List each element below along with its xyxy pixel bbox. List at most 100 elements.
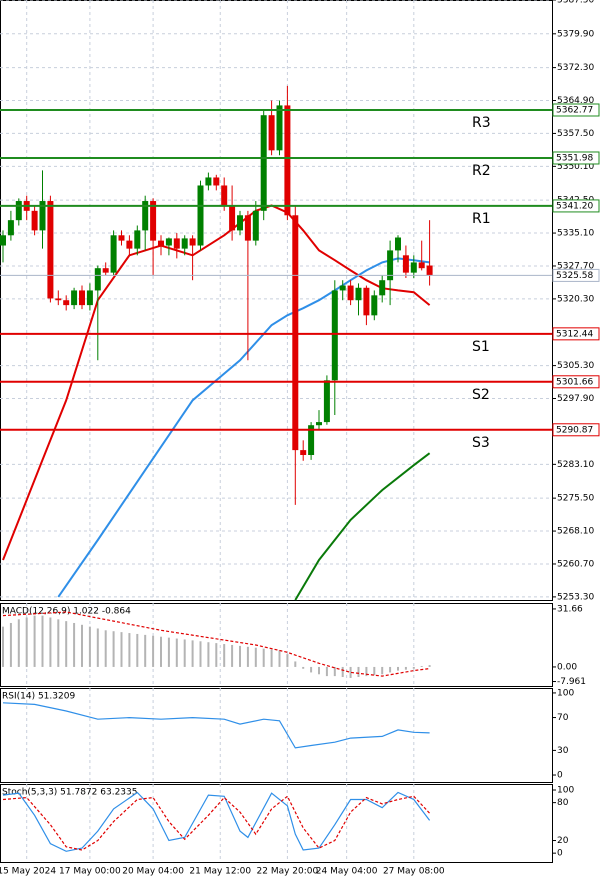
candle-body [229, 205, 236, 231]
histogram-bar [33, 615, 36, 667]
histogram-bar [254, 647, 257, 667]
histogram-bar [302, 666, 305, 669]
candle-body [86, 290, 93, 306]
candle-body [300, 450, 307, 456]
candle-body [134, 230, 141, 249]
histogram-bar [294, 661, 297, 667]
candle-body [323, 380, 330, 423]
histogram-bar [104, 630, 107, 667]
candle-body [102, 268, 109, 273]
indicator-line [294, 452, 431, 601]
level-name: S3 [472, 435, 490, 451]
candle-body [205, 177, 212, 186]
panel-frame [0, 688, 553, 783]
candle-body [418, 262, 425, 269]
histogram-bar [239, 645, 241, 667]
histogram-bar [112, 631, 115, 667]
histogram-bar [73, 622, 76, 667]
indicator-title: MACD(12,26,9) 1.022 -0.864 [2, 607, 131, 617]
x-tick-label: 27 May 08:00 [383, 867, 445, 877]
histogram-bar [325, 666, 328, 677]
y-tick-label: 5268.10 [557, 527, 594, 537]
y-tick-label: 5327.70 [557, 261, 594, 271]
histogram-bar [144, 634, 147, 667]
candle-body [387, 250, 394, 281]
y-tick-label: -7.961 [557, 677, 586, 687]
candle-body [79, 290, 85, 306]
x-tick-label: 20 May 04:00 [122, 867, 184, 877]
candle-body [402, 255, 409, 273]
candle-body [110, 235, 117, 273]
histogram-bar [412, 666, 415, 669]
y-tick-label: 30 [557, 746, 569, 756]
y-tick-label: 0 [557, 771, 563, 781]
y-tick-label: 5364.90 [557, 96, 594, 106]
candle-body [63, 300, 70, 306]
level-name: R3 [472, 115, 491, 131]
candle-body [355, 287, 362, 301]
current-price-label: 5325.58 [556, 271, 593, 281]
indicator-line [2, 791, 431, 852]
candle-body [426, 265, 433, 276]
candle-body [181, 238, 188, 249]
level-name: R1 [472, 211, 491, 227]
histogram-bar [41, 615, 44, 667]
candle-body [94, 268, 101, 291]
y-tick-label: 100 [557, 786, 574, 796]
histogram-bar [207, 642, 210, 667]
y-tick-label: 80 [557, 798, 569, 808]
histogram-bar [286, 654, 289, 667]
level-value-box [552, 375, 600, 389]
histogram-bar [404, 666, 407, 670]
histogram-bar [397, 666, 399, 671]
candle-body [15, 201, 22, 221]
histogram-bar [262, 648, 265, 667]
candle-body [284, 105, 291, 216]
candle-body [165, 238, 172, 246]
y-tick-label: 5320.30 [557, 294, 594, 304]
candle-body [379, 280, 386, 296]
histogram-bar [389, 666, 392, 673]
candle-body [0, 235, 6, 246]
current-price-box [552, 268, 600, 282]
candle-body [7, 220, 14, 236]
candle-body [316, 422, 322, 426]
histogram-bar [88, 626, 91, 667]
y-tick-label: 31.66 [557, 604, 583, 614]
level-value-box [552, 327, 600, 341]
histogram-bar [167, 637, 170, 667]
histogram-bar [223, 644, 226, 667]
y-tick-label: 5275.50 [557, 494, 594, 504]
x-tick-label: 24 May 04:00 [316, 867, 378, 877]
histogram-bar [191, 640, 194, 667]
histogram-bar [96, 628, 99, 667]
candle-body [71, 290, 78, 306]
x-tick-label: 15 May 2024 [0, 867, 56, 877]
y-tick-label: 5335.10 [557, 229, 594, 239]
histogram-bar [120, 632, 123, 667]
y-tick-label: 5253.30 [557, 592, 594, 602]
indicator-line [2, 702, 430, 749]
x-tick-label: 21 May 12:00 [189, 867, 251, 877]
candle-body [189, 238, 196, 246]
candle-body [252, 210, 259, 241]
candle-body [173, 238, 180, 249]
y-tick-label: 20 [557, 836, 569, 846]
level-value-box [552, 199, 600, 213]
candle-body [260, 115, 267, 211]
level-name: S1 [472, 339, 490, 355]
candle-body [268, 115, 275, 151]
candle-body [213, 177, 220, 186]
level-value-label: 5301.66 [556, 377, 593, 387]
histogram-bar [420, 666, 423, 667]
candle-body [47, 201, 54, 299]
histogram-bar [373, 666, 376, 676]
indicator-title: Stoch(5,3,3) 51.7872 63.2335 [2, 788, 137, 798]
level-value-label: 5312.44 [556, 329, 593, 339]
histogram-bar [349, 666, 352, 678]
histogram-bar [81, 624, 83, 667]
level-name: S2 [472, 387, 490, 403]
level-value-box [552, 423, 600, 437]
histogram-bar [9, 622, 12, 667]
